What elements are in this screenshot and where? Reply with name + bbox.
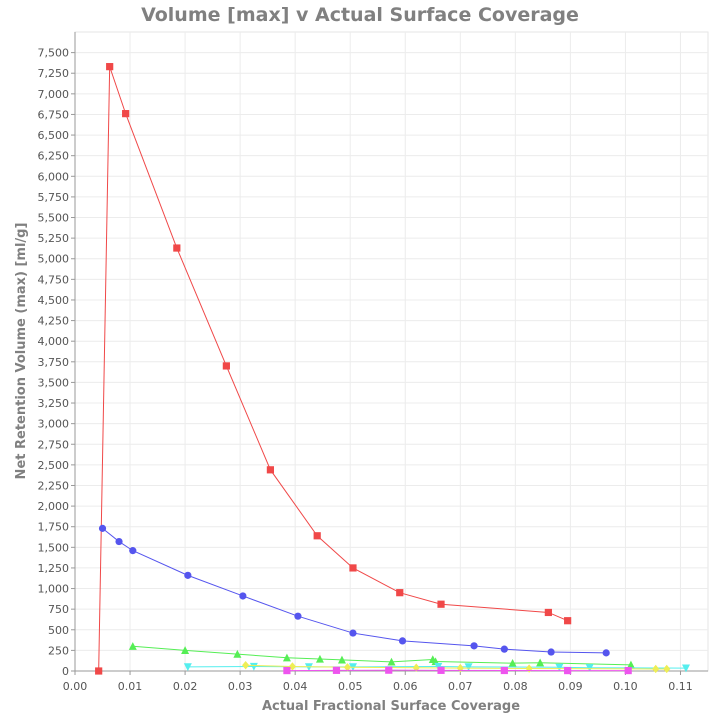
y-tick-label: 2,250 (38, 479, 70, 492)
data-point (106, 63, 113, 70)
data-point (314, 532, 321, 539)
y-tick-label: 3,000 (38, 418, 70, 431)
data-point (396, 589, 403, 596)
data-point (603, 649, 610, 656)
y-tick-label: 2,750 (38, 438, 70, 451)
y-tick-label: 6,750 (38, 108, 70, 121)
data-point (564, 617, 571, 624)
data-point (333, 667, 340, 674)
y-tick-label: 1,250 (38, 562, 70, 575)
y-tick-label: 1,750 (38, 521, 70, 534)
x-tick-label: 0.04 (283, 680, 308, 693)
data-point (385, 667, 392, 674)
data-point (173, 244, 180, 251)
data-point (501, 667, 508, 674)
y-tick-label: 4,500 (38, 294, 70, 307)
x-tick-label: 0.03 (228, 680, 253, 693)
data-point (564, 667, 571, 674)
x-tick-label: 0.05 (338, 680, 363, 693)
y-tick-label: 5,250 (38, 232, 70, 245)
data-point (223, 362, 230, 369)
data-point (545, 609, 552, 616)
y-tick-label: 1,500 (38, 541, 70, 554)
data-point (283, 667, 290, 674)
y-tick-label: 5,500 (38, 212, 70, 225)
y-tick-label: 3,250 (38, 397, 70, 410)
y-axis-label: Net Retention Volume (max) [ml/g] (14, 223, 29, 480)
y-tick-label: 7,250 (38, 67, 70, 80)
y-tick-label: 250 (48, 644, 69, 657)
x-tick-label: 0.10 (613, 680, 638, 693)
x-axis-label: Actual Fractional Surface Coverage (262, 699, 520, 714)
y-tick-label: 0 (62, 665, 69, 678)
y-tick-label: 4,250 (38, 315, 70, 328)
x-tick-label: 0.09 (558, 680, 583, 693)
data-point (239, 592, 246, 599)
y-tick-label: 3,750 (38, 356, 70, 369)
data-point (99, 525, 106, 532)
y-tick-label: 6,000 (38, 170, 70, 183)
y-tick-label: 4,000 (38, 335, 70, 348)
data-point (129, 547, 136, 554)
data-point (294, 613, 301, 620)
data-point (501, 646, 508, 653)
x-tick-label: 0.06 (393, 680, 418, 693)
data-point (95, 667, 102, 674)
data-point (548, 648, 555, 655)
data-point (399, 637, 406, 644)
y-tick-label: 5,000 (38, 253, 70, 266)
y-tick-label: 500 (48, 624, 69, 637)
y-tick-label: 6,250 (38, 150, 70, 163)
data-point (625, 667, 632, 674)
y-tick-label: 1,000 (38, 583, 70, 596)
x-tick-label: 0.02 (173, 680, 198, 693)
data-point (349, 564, 356, 571)
data-point (115, 538, 122, 545)
y-tick-label: 2,000 (38, 500, 70, 513)
data-point (437, 667, 444, 674)
data-point (122, 110, 129, 117)
x-tick-label: 0.08 (503, 680, 528, 693)
y-tick-label: 7,000 (38, 88, 70, 101)
y-tick-label: 750 (48, 603, 69, 616)
y-tick-label: 2,500 (38, 459, 70, 472)
x-tick-label: 0.07 (448, 680, 473, 693)
plot-area (75, 32, 708, 671)
data-point (267, 466, 274, 473)
x-tick-label: 0.01 (118, 680, 143, 693)
y-tick-label: 4,750 (38, 273, 70, 286)
data-point (184, 572, 191, 579)
data-point (349, 629, 356, 636)
y-tick-label: 7,500 (38, 47, 70, 60)
x-tick-label: 0.00 (63, 680, 88, 693)
y-tick-label: 5,750 (38, 191, 70, 204)
data-point (437, 601, 444, 608)
data-point (470, 642, 477, 649)
x-tick-label: 0.11 (668, 680, 693, 693)
chart-title: Volume [max] v Actual Surface Coverage (141, 4, 579, 26)
y-tick-label: 6,500 (38, 129, 70, 142)
y-tick-label: 3,500 (38, 376, 70, 389)
